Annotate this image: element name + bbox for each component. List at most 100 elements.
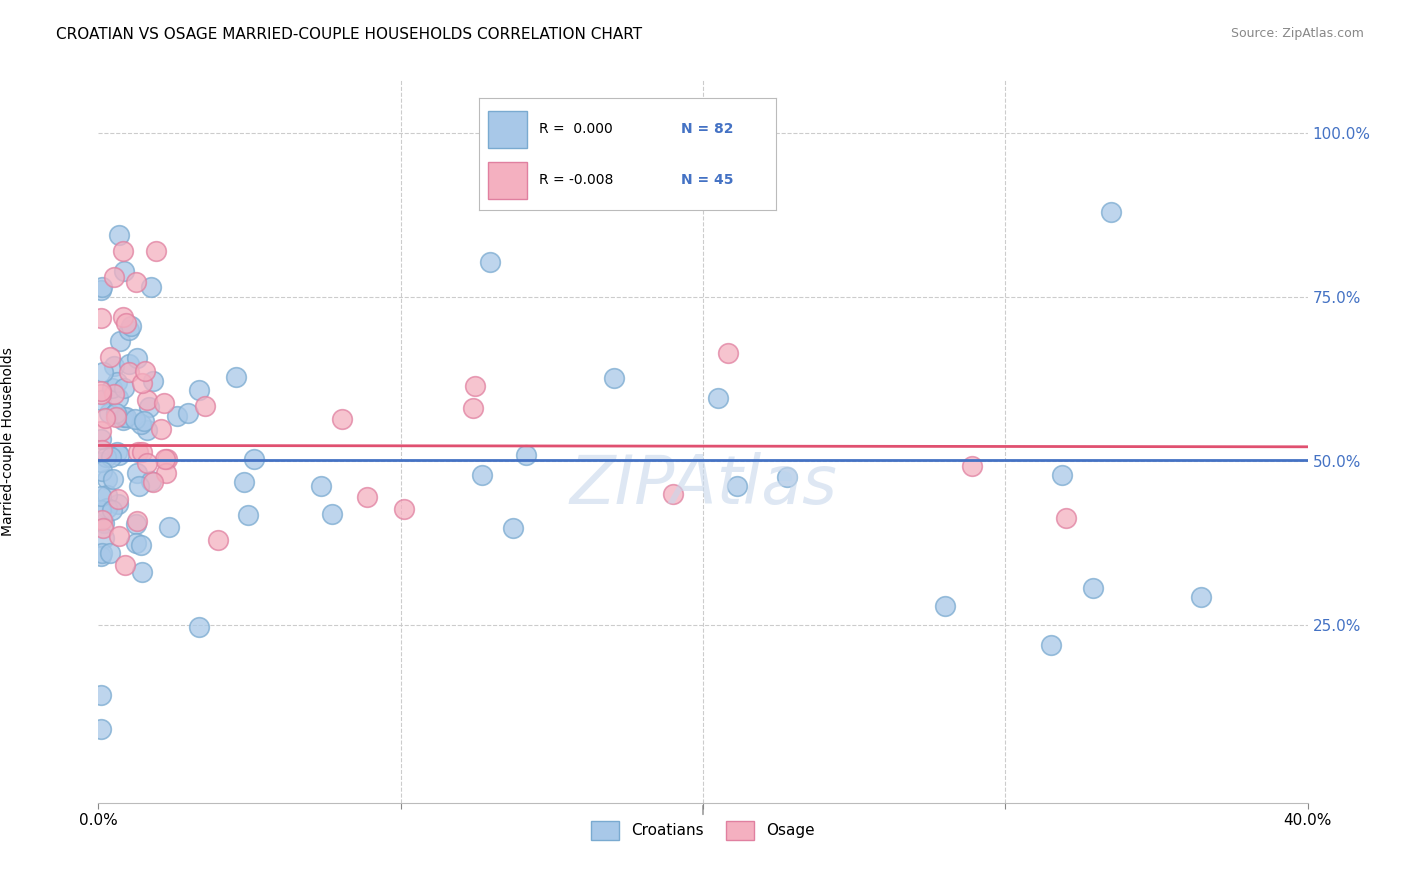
Point bbox=[153, 395, 176, 409]
Point bbox=[90, 549, 112, 564]
Point bbox=[103, 270, 125, 285]
Point bbox=[107, 227, 129, 242]
Point bbox=[107, 492, 129, 507]
Point bbox=[111, 310, 134, 324]
Point bbox=[98, 406, 121, 420]
Point bbox=[1039, 638, 1062, 652]
Point bbox=[775, 470, 797, 484]
Point bbox=[661, 487, 683, 501]
Point bbox=[91, 280, 114, 294]
Point bbox=[90, 284, 112, 298]
Point bbox=[471, 468, 494, 483]
Point bbox=[177, 406, 200, 420]
Point bbox=[90, 311, 112, 326]
Point bbox=[128, 479, 150, 493]
Point bbox=[90, 393, 112, 408]
Point bbox=[90, 503, 112, 517]
Point bbox=[93, 516, 115, 531]
Point bbox=[91, 365, 114, 379]
Point bbox=[1054, 511, 1077, 525]
Point bbox=[502, 520, 524, 534]
Legend: Croatians, Osage: Croatians, Osage bbox=[585, 815, 821, 846]
Point bbox=[1099, 204, 1122, 219]
Point bbox=[464, 379, 486, 393]
Point bbox=[236, 508, 259, 522]
Point bbox=[94, 410, 117, 425]
Point bbox=[96, 488, 118, 502]
Point bbox=[187, 619, 209, 633]
Point bbox=[91, 521, 114, 535]
Point bbox=[105, 444, 128, 458]
Point bbox=[225, 369, 247, 384]
Point bbox=[120, 318, 142, 333]
Point bbox=[135, 423, 157, 437]
Point bbox=[394, 502, 416, 516]
Point bbox=[118, 357, 141, 371]
Point bbox=[112, 410, 135, 425]
Point bbox=[141, 374, 163, 388]
Point bbox=[187, 383, 209, 397]
Point bbox=[107, 375, 129, 389]
Point bbox=[125, 351, 148, 365]
Point bbox=[135, 456, 157, 470]
Point bbox=[725, 479, 748, 493]
Point bbox=[479, 255, 502, 269]
Point bbox=[125, 536, 148, 550]
Point bbox=[129, 538, 152, 552]
Point bbox=[100, 546, 122, 560]
Point bbox=[100, 381, 122, 395]
Point bbox=[131, 445, 153, 459]
Point bbox=[131, 376, 153, 390]
Point bbox=[104, 410, 127, 425]
Point bbox=[194, 400, 217, 414]
Point bbox=[96, 450, 118, 465]
Point bbox=[155, 467, 177, 481]
Point bbox=[115, 316, 138, 330]
Point bbox=[243, 451, 266, 466]
Point bbox=[91, 464, 114, 478]
Point bbox=[707, 391, 730, 405]
Point bbox=[96, 472, 118, 486]
Point bbox=[90, 432, 112, 446]
Point bbox=[134, 364, 156, 378]
Point bbox=[90, 387, 112, 401]
Point bbox=[156, 451, 179, 466]
Point bbox=[131, 566, 153, 580]
Point bbox=[1189, 591, 1212, 605]
Point bbox=[356, 490, 378, 504]
Point bbox=[134, 415, 156, 429]
Point bbox=[136, 393, 159, 408]
Point bbox=[157, 520, 180, 534]
Point bbox=[114, 558, 136, 573]
Point bbox=[960, 458, 983, 473]
Point bbox=[98, 350, 121, 364]
Point bbox=[131, 417, 153, 432]
Point bbox=[233, 475, 256, 489]
Y-axis label: Married-couple Households: Married-couple Households bbox=[1, 347, 15, 536]
Point bbox=[125, 275, 148, 289]
Point bbox=[166, 409, 188, 423]
Point bbox=[90, 513, 112, 527]
Point bbox=[112, 264, 135, 278]
Point bbox=[127, 445, 149, 459]
Point bbox=[101, 472, 124, 486]
Point bbox=[105, 406, 128, 420]
Point bbox=[114, 410, 136, 425]
Point bbox=[138, 401, 160, 415]
Point bbox=[107, 497, 129, 511]
Point bbox=[330, 412, 353, 426]
Point bbox=[110, 334, 132, 348]
Point bbox=[603, 371, 626, 385]
Point bbox=[1081, 581, 1104, 595]
Point bbox=[103, 359, 125, 373]
Point bbox=[125, 467, 148, 481]
Point bbox=[112, 244, 135, 258]
Point bbox=[141, 279, 163, 293]
Point bbox=[114, 381, 136, 395]
Point bbox=[117, 365, 139, 379]
Point bbox=[127, 514, 149, 528]
Point bbox=[107, 391, 129, 405]
Point bbox=[125, 516, 148, 531]
Point bbox=[101, 503, 124, 517]
Point bbox=[90, 454, 112, 468]
